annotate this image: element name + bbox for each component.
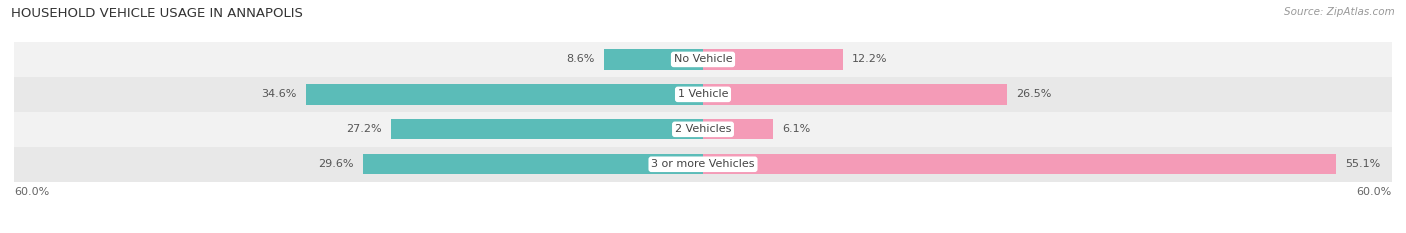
Text: 55.1%: 55.1%	[1346, 159, 1381, 169]
Bar	[14, 147, 1392, 182]
Bar	[605, 49, 703, 69]
Bar	[14, 112, 1392, 147]
Text: 8.6%: 8.6%	[567, 55, 595, 64]
Text: 34.6%: 34.6%	[262, 89, 297, 99]
Bar	[305, 84, 703, 105]
Bar	[363, 154, 703, 174]
Text: 60.0%: 60.0%	[1357, 187, 1392, 197]
Text: 60.0%: 60.0%	[14, 187, 49, 197]
Text: 6.1%: 6.1%	[782, 124, 810, 134]
Text: 26.5%: 26.5%	[1017, 89, 1052, 99]
Bar	[703, 84, 1007, 105]
Text: Source: ZipAtlas.com: Source: ZipAtlas.com	[1284, 7, 1395, 17]
Bar	[14, 42, 1392, 77]
Bar	[703, 49, 844, 69]
Bar	[391, 119, 703, 139]
Bar	[703, 154, 1336, 174]
Text: 12.2%: 12.2%	[852, 55, 887, 64]
Bar	[703, 119, 773, 139]
Text: 1 Vehicle: 1 Vehicle	[678, 89, 728, 99]
Text: No Vehicle: No Vehicle	[673, 55, 733, 64]
Text: 29.6%: 29.6%	[318, 159, 354, 169]
Text: 27.2%: 27.2%	[346, 124, 381, 134]
Text: 2 Vehicles: 2 Vehicles	[675, 124, 731, 134]
Text: HOUSEHOLD VEHICLE USAGE IN ANNAPOLIS: HOUSEHOLD VEHICLE USAGE IN ANNAPOLIS	[11, 7, 304, 20]
Bar	[14, 77, 1392, 112]
Text: 3 or more Vehicles: 3 or more Vehicles	[651, 159, 755, 169]
